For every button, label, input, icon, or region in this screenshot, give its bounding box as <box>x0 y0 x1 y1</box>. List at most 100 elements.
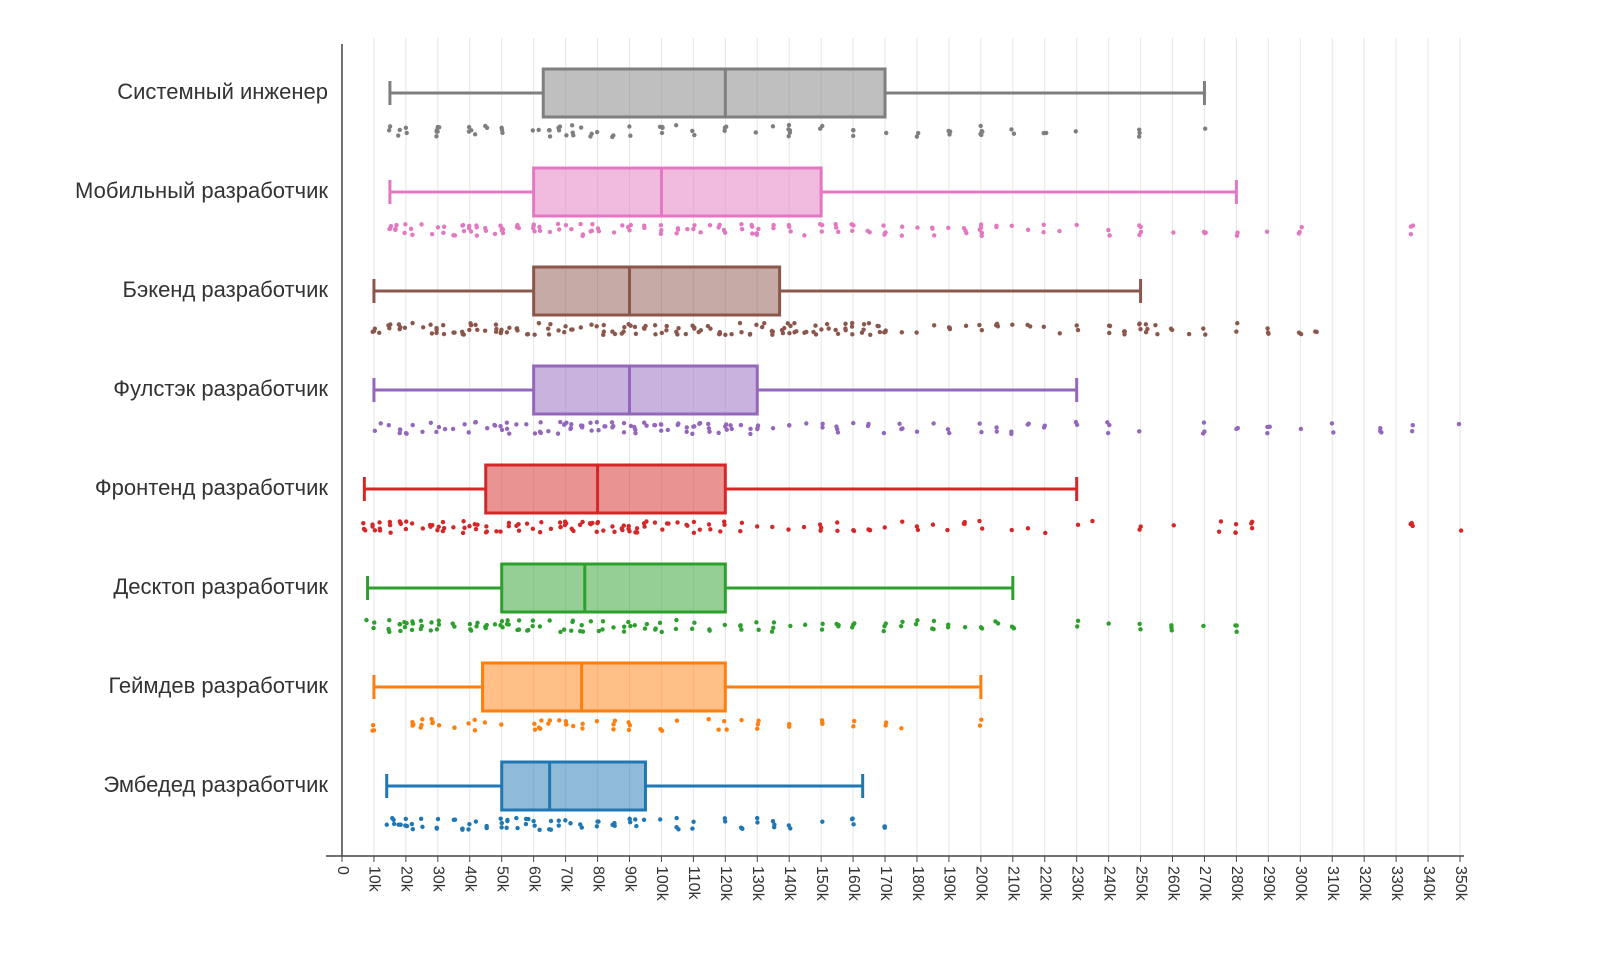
data-point <box>995 621 1001 626</box>
data-point <box>390 816 395 821</box>
iqr-box <box>484 463 727 515</box>
data-point <box>642 225 647 231</box>
data-point <box>819 327 824 332</box>
data-point <box>524 422 529 427</box>
data-point <box>523 821 529 827</box>
data-point <box>792 320 797 326</box>
x-tick-label: 190k <box>941 866 958 902</box>
data-point <box>484 125 490 131</box>
data-point <box>673 123 679 128</box>
data-point <box>430 720 435 725</box>
category-label: Десктоп разработчик <box>113 574 328 599</box>
data-point <box>932 233 937 238</box>
data-point <box>588 229 593 234</box>
data-point <box>610 425 615 430</box>
data-point <box>578 125 584 130</box>
data-point <box>420 824 425 830</box>
data-point <box>817 522 823 527</box>
data-point <box>467 523 472 529</box>
data-point <box>786 133 791 139</box>
data-point <box>579 623 584 628</box>
data-point <box>548 818 554 824</box>
data-point <box>1143 322 1149 327</box>
data-point <box>755 425 760 431</box>
data-point <box>499 618 505 624</box>
data-point <box>652 323 658 328</box>
data-point <box>467 621 473 627</box>
data-point <box>947 430 952 436</box>
data-point <box>771 625 776 630</box>
x-tick-label: 110k <box>685 866 702 901</box>
data-point <box>658 422 664 427</box>
data-point <box>788 229 793 234</box>
data-point <box>436 424 442 430</box>
data-point <box>420 325 426 330</box>
data-point <box>589 322 594 327</box>
data-point <box>722 819 728 824</box>
data-point <box>601 332 606 338</box>
data-point <box>397 622 402 627</box>
data-point <box>1009 223 1014 228</box>
data-point <box>537 624 543 629</box>
data-point <box>867 527 873 533</box>
data-point <box>578 423 584 428</box>
x-tick-label: 350k <box>1452 866 1469 902</box>
data-point <box>466 827 471 832</box>
data-point <box>899 426 904 432</box>
data-point <box>1009 527 1014 533</box>
data-point <box>1106 621 1111 626</box>
data-point <box>372 620 377 625</box>
data-point <box>590 222 595 227</box>
data-point <box>1202 429 1207 434</box>
data-point <box>387 629 392 635</box>
data-point <box>589 428 594 433</box>
data-point <box>429 331 435 336</box>
data-point <box>577 522 583 527</box>
data-point <box>434 825 439 830</box>
data-point <box>1203 230 1208 235</box>
data-point <box>475 327 480 333</box>
iqr-box <box>500 562 727 614</box>
data-point <box>674 824 679 830</box>
data-point <box>514 326 519 332</box>
data-point <box>824 321 830 327</box>
data-point <box>1075 327 1081 333</box>
x-tick-label: 20k <box>398 866 415 893</box>
data-point <box>659 330 665 336</box>
data-point <box>835 331 841 337</box>
data-point <box>370 329 375 334</box>
data-point <box>580 726 585 731</box>
data-point <box>883 720 889 725</box>
data-point <box>786 423 792 428</box>
data-point <box>516 528 522 533</box>
data-point <box>653 332 658 337</box>
data-point <box>594 129 600 135</box>
data-point <box>1169 327 1175 333</box>
data-point <box>361 521 366 526</box>
data-point <box>818 126 823 131</box>
data-point <box>1010 322 1015 327</box>
data-point <box>498 329 504 334</box>
data-point <box>707 223 713 228</box>
data-point <box>881 223 886 228</box>
data-point <box>819 718 825 723</box>
data-point <box>738 529 743 534</box>
data-point <box>962 624 968 630</box>
data-point <box>691 519 697 525</box>
data-point <box>499 820 504 826</box>
data-point <box>660 527 665 532</box>
data-point <box>563 719 569 724</box>
data-point <box>716 225 721 230</box>
data-point <box>723 424 728 429</box>
data-point <box>482 720 488 725</box>
data-point <box>484 524 489 529</box>
data-point <box>492 423 498 428</box>
x-tick-label: 200k <box>973 866 990 902</box>
data-point <box>1456 421 1462 427</box>
data-point <box>861 327 866 332</box>
data-point <box>1025 322 1030 328</box>
data-point <box>994 425 999 430</box>
data-point <box>691 226 696 232</box>
data-point <box>472 132 478 137</box>
